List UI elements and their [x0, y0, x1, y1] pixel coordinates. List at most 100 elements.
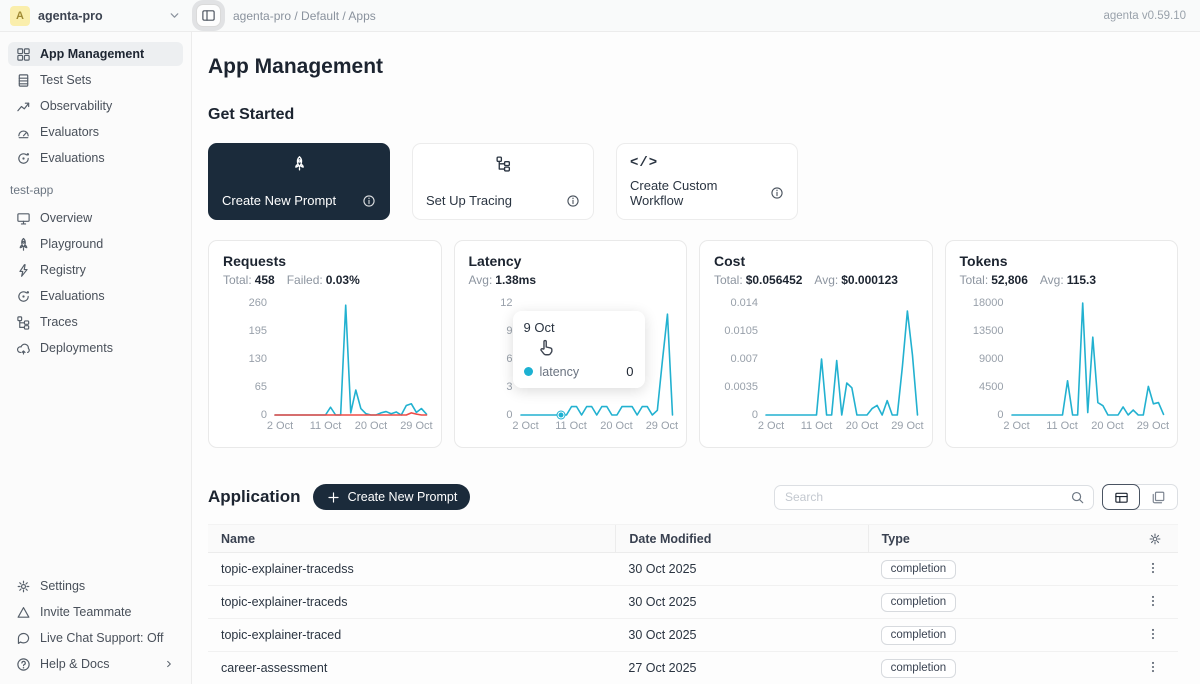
metric-stats: Total:52,806Avg:115.3	[960, 273, 1164, 287]
y-axis-tick: 0.007	[730, 353, 758, 365]
y-axis-tick: 6	[506, 353, 512, 365]
cloud-icon	[16, 341, 31, 356]
workspace-selector[interactable]: A agenta-pro	[0, 6, 192, 26]
sidebar-toggle-button[interactable]	[196, 4, 221, 27]
metric-stats: Total:458Failed:0.03%	[223, 273, 427, 287]
column-header-type: Type	[868, 525, 1091, 552]
chevron-down-icon	[167, 8, 182, 23]
metric-title: Latency	[469, 253, 673, 269]
sidebar-item-invite-teammate[interactable]: Invite Teammate	[8, 600, 183, 624]
x-axis-tick: 20 Oct	[846, 420, 878, 432]
card-view-icon	[1151, 490, 1166, 505]
sidebar-item-label: Registry	[40, 263, 86, 277]
tree-icon	[16, 315, 31, 330]
starter-card-label: Set Up Tracing	[426, 193, 512, 208]
starter-card-label: Create Custom Workflow	[630, 178, 770, 208]
row-menu-button[interactable]	[1133, 627, 1178, 644]
sidebar-item-registry[interactable]: Registry	[8, 258, 183, 282]
dots-vertical-icon	[1146, 627, 1160, 641]
y-axis-tick: 18000	[973, 297, 1004, 309]
workspace-avatar: A	[10, 6, 30, 26]
sidebar-item-label: Settings	[40, 579, 85, 593]
sidebar-item-label: Test Sets	[40, 73, 91, 87]
sidebar-item-overview[interactable]: Overview	[8, 206, 183, 230]
table-row[interactable]: topic-explainer-tracedss30 Oct 2025compl…	[208, 553, 1178, 586]
table-row[interactable]: career-assessment27 Oct 2025completion	[208, 652, 1178, 684]
metric-card-latency: LatencyAvg:1.38ms1296302 Oct11 Oct20 Oct…	[454, 240, 688, 448]
sidebar-item-help-docs[interactable]: Help & Docs	[8, 652, 183, 676]
sidebar-item-traces[interactable]: Traces	[8, 310, 183, 334]
chart-tooltip: 9 Octlatency0	[513, 311, 645, 388]
workspace-name: agenta-pro	[38, 9, 159, 23]
tooltip-value: 0	[626, 364, 633, 379]
metric-stats: Avg:1.38ms	[469, 273, 673, 287]
metric-card-tokens: TokensTotal:52,806Avg:115.31800013500900…	[945, 240, 1179, 448]
plus-icon	[326, 490, 341, 505]
x-axis-tick: 29 Oct	[646, 420, 678, 432]
legend-dot	[524, 367, 533, 376]
x-axis-tick: 29 Oct	[891, 420, 923, 432]
sidebar-item-deployments[interactable]: Deployments	[8, 336, 183, 360]
metric-title: Tokens	[960, 253, 1164, 269]
breadcrumb[interactable]: agenta-pro / Default / Apps	[233, 9, 376, 23]
triangle-icon	[16, 605, 31, 620]
bolt-icon	[16, 263, 31, 278]
table-settings-button[interactable]	[1135, 525, 1178, 552]
sidebar-item-observability[interactable]: Observability	[8, 94, 183, 118]
sidebar-item-evaluators[interactable]: Evaluators	[8, 120, 183, 144]
code-icon: </>	[630, 155, 784, 171]
sidebar-group-label: test-app	[10, 183, 183, 197]
search-input[interactable]	[783, 489, 1064, 505]
chart-plot-tokens[interactable]	[1012, 303, 1164, 415]
y-axis-tick: 65	[255, 381, 267, 393]
hand-cursor-icon	[537, 338, 555, 356]
tree-icon	[426, 155, 580, 172]
sidebar-item-label: Overview	[40, 211, 92, 225]
info-icon[interactable]	[362, 194, 376, 208]
starter-card-set-up-tracing[interactable]: Set Up Tracing	[412, 143, 594, 220]
sidebar-item-playground[interactable]: Playground	[8, 232, 183, 256]
chart-plot-cost[interactable]	[766, 303, 918, 415]
sidebar-item-live-chat-support-off[interactable]: Live Chat Support: Off	[8, 626, 183, 650]
sidebar-item-evaluations[interactable]: Evaluations	[8, 284, 183, 308]
create-new-prompt-button[interactable]: Create New Prompt	[313, 484, 471, 510]
table-row[interactable]: topic-explainer-traceds30 Oct 2025comple…	[208, 586, 1178, 619]
starter-card-create-new-prompt[interactable]: Create New Prompt	[208, 143, 390, 220]
x-axis-tick: 20 Oct	[355, 420, 387, 432]
loop-icon	[16, 289, 31, 304]
app-type-badge: completion	[881, 560, 957, 579]
row-menu-button[interactable]	[1133, 594, 1178, 611]
app-name: career-assessment	[208, 661, 615, 675]
info-icon[interactable]	[770, 186, 784, 200]
grid-icon	[16, 47, 31, 62]
search-icon[interactable]	[1070, 490, 1085, 505]
chart-plot-requests[interactable]	[275, 303, 427, 415]
sidebar-item-label: App Management	[40, 47, 144, 61]
applications-table: NameDate ModifiedTypetopic-explainer-tra…	[208, 524, 1178, 684]
app-type-badge: completion	[881, 659, 957, 678]
y-axis-tick: 0.014	[730, 297, 758, 309]
row-menu-button[interactable]	[1133, 660, 1178, 677]
info-icon[interactable]	[566, 194, 580, 208]
y-axis-tick: 9	[506, 325, 512, 337]
y-axis-tick: 12	[500, 297, 512, 309]
sidebar-item-evaluations[interactable]: Evaluations	[8, 146, 183, 170]
sidebar-item-test-sets[interactable]: Test Sets	[8, 68, 183, 92]
table-view-button[interactable]	[1102, 484, 1140, 510]
rocket-icon	[16, 237, 31, 252]
sidebar-item-settings[interactable]: Settings	[8, 574, 183, 598]
metric-title: Requests	[223, 253, 427, 269]
x-axis-tick: 2 Oct	[758, 420, 784, 432]
x-axis-tick: 11 Oct	[555, 420, 587, 432]
y-axis-tick: 195	[249, 325, 267, 337]
starter-card-create-custom-workflow[interactable]: </> Create Custom Workflow	[616, 143, 798, 220]
sidebar-item-app-management[interactable]: App Management	[8, 42, 183, 66]
create-new-prompt-label: Create New Prompt	[348, 490, 458, 504]
loop-icon	[16, 151, 31, 166]
x-axis-tick: 29 Oct	[400, 420, 432, 432]
row-menu-button[interactable]	[1133, 561, 1178, 578]
card-view-button[interactable]	[1139, 485, 1177, 509]
sidebar-item-label: Observability	[40, 99, 112, 113]
table-row[interactable]: topic-explainer-traced30 Oct 2025complet…	[208, 619, 1178, 652]
sidebar-item-label: Evaluations	[40, 151, 105, 165]
